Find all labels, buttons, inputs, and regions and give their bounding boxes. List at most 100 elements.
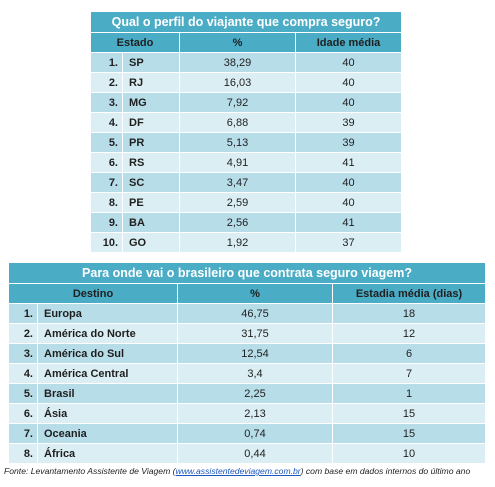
row-value: 40 xyxy=(295,92,402,113)
perfil-viajante-table: Qual o perfil do viajante que compra seg… xyxy=(90,11,402,253)
row-value: 37 xyxy=(295,232,402,253)
table-row: 9. BA 2,56 41 xyxy=(90,212,402,233)
table-row: 1. SP 38,29 40 xyxy=(90,52,402,73)
row-rank: 3. xyxy=(8,343,38,364)
row-percent: 6,88 xyxy=(179,112,296,133)
row-value: 1 xyxy=(331,383,487,404)
column-header-idade-media: Idade média xyxy=(295,32,402,53)
row-value: 15 xyxy=(331,423,487,444)
row-name: PE xyxy=(122,192,180,213)
table-row: 7. Oceania 0,74 15 xyxy=(8,423,487,444)
source-link[interactable]: www.assistentedeviagem.com.br xyxy=(175,466,301,476)
row-name: GO xyxy=(122,232,180,253)
column-header-estado: Estado xyxy=(90,32,180,53)
row-value: 15 xyxy=(331,403,487,424)
column-header-percent: % xyxy=(179,32,296,53)
source-note: Fonte: Levantamento Assistente de Viagem… xyxy=(4,466,492,476)
row-percent: 3,4 xyxy=(177,363,333,384)
table-row: 3. MG 7,92 40 xyxy=(90,92,402,113)
row-name: RJ xyxy=(122,72,180,93)
table-row: 8. África 0,44 10 xyxy=(8,443,487,464)
row-percent: 12,54 xyxy=(177,343,333,364)
column-header-destino: Destino xyxy=(8,283,178,304)
row-name: BA xyxy=(122,212,180,233)
row-percent: 2,13 xyxy=(177,403,333,424)
row-percent: 2,25 xyxy=(177,383,333,404)
row-rank: 9. xyxy=(90,212,123,233)
row-percent: 38,29 xyxy=(179,52,296,73)
row-rank: 4. xyxy=(8,363,38,384)
row-rank: 6. xyxy=(8,403,38,424)
row-rank: 1. xyxy=(90,52,123,73)
row-value: 18 xyxy=(331,303,487,324)
row-value: 40 xyxy=(295,172,402,193)
row-percent: 2,56 xyxy=(179,212,296,233)
row-rank: 6. xyxy=(90,152,123,173)
destino-table: Para onde vai o brasileiro que contrata … xyxy=(7,262,487,464)
table-row: 6. RS 4,91 41 xyxy=(90,152,402,173)
row-name: América do Norte xyxy=(37,323,178,344)
table-title: Qual o perfil do viajante que compra seg… xyxy=(90,11,402,33)
row-name: MG xyxy=(122,92,180,113)
table-row: 3. América do Sul 12,54 6 xyxy=(8,343,487,364)
row-rank: 4. xyxy=(90,112,123,133)
row-rank: 2. xyxy=(8,323,38,344)
table-row: 5. Brasil 2,25 1 xyxy=(8,383,487,404)
row-percent: 31,75 xyxy=(177,323,333,344)
row-value: 40 xyxy=(295,52,402,73)
row-value: 10 xyxy=(331,443,487,464)
row-name: África xyxy=(37,443,178,464)
table-row: 7. SC 3,47 40 xyxy=(90,172,402,193)
table-row: 1. Europa 46,75 18 xyxy=(8,303,487,324)
row-percent: 0,44 xyxy=(177,443,333,464)
row-percent: 16,03 xyxy=(179,72,296,93)
row-name: SP xyxy=(122,52,180,73)
row-name: Oceania xyxy=(37,423,178,444)
table-row: 10. GO 1,92 37 xyxy=(90,232,402,253)
table-row: 5. PR 5,13 39 xyxy=(90,132,402,153)
source-prefix: Fonte: Levantamento Assistente de Viagem… xyxy=(4,466,176,476)
table-row: 6. Ásia 2,13 15 xyxy=(8,403,487,424)
row-rank: 7. xyxy=(8,423,38,444)
table-row: 2. América do Norte 31,75 12 xyxy=(8,323,487,344)
column-header-estadia-media: Estadia média (dias) xyxy=(331,283,487,304)
row-percent: 1,92 xyxy=(179,232,296,253)
row-rank: 7. xyxy=(90,172,123,193)
row-rank: 2. xyxy=(90,72,123,93)
table-row: 4. DF 6,88 39 xyxy=(90,112,402,133)
row-name: PR xyxy=(122,132,180,153)
row-percent: 3,47 xyxy=(179,172,296,193)
table-title: Para onde vai o brasileiro que contrata … xyxy=(7,262,487,284)
row-name: Ásia xyxy=(37,403,178,424)
row-name: Brasil xyxy=(37,383,178,404)
row-value: 39 xyxy=(295,132,402,153)
row-value: 40 xyxy=(295,192,402,213)
row-value: 12 xyxy=(331,323,487,344)
row-name: RS xyxy=(122,152,180,173)
table-row: 2. RJ 16,03 40 xyxy=(90,72,402,93)
row-name: América Central xyxy=(37,363,178,384)
row-rank: 3. xyxy=(90,92,123,113)
row-value: 41 xyxy=(295,152,402,173)
row-rank: 5. xyxy=(8,383,38,404)
source-suffix: ) com base em dados internos do último a… xyxy=(300,466,471,476)
row-percent: 7,92 xyxy=(179,92,296,113)
row-value: 7 xyxy=(331,363,487,384)
row-rank: 5. xyxy=(90,132,123,153)
row-value: 41 xyxy=(295,212,402,233)
row-percent: 46,75 xyxy=(177,303,333,324)
row-rank: 8. xyxy=(90,192,123,213)
row-percent: 4,91 xyxy=(179,152,296,173)
row-name: América do Sul xyxy=(37,343,178,364)
row-name: SC xyxy=(122,172,180,193)
row-percent: 5,13 xyxy=(179,132,296,153)
row-percent: 0,74 xyxy=(177,423,333,444)
row-percent: 2,59 xyxy=(179,192,296,213)
row-value: 40 xyxy=(295,72,402,93)
table-row: 4. América Central 3,4 7 xyxy=(8,363,487,384)
row-value: 39 xyxy=(295,112,402,133)
row-name: DF xyxy=(122,112,180,133)
row-value: 6 xyxy=(331,343,487,364)
row-rank: 10. xyxy=(90,232,123,253)
column-header-percent: % xyxy=(177,283,333,304)
